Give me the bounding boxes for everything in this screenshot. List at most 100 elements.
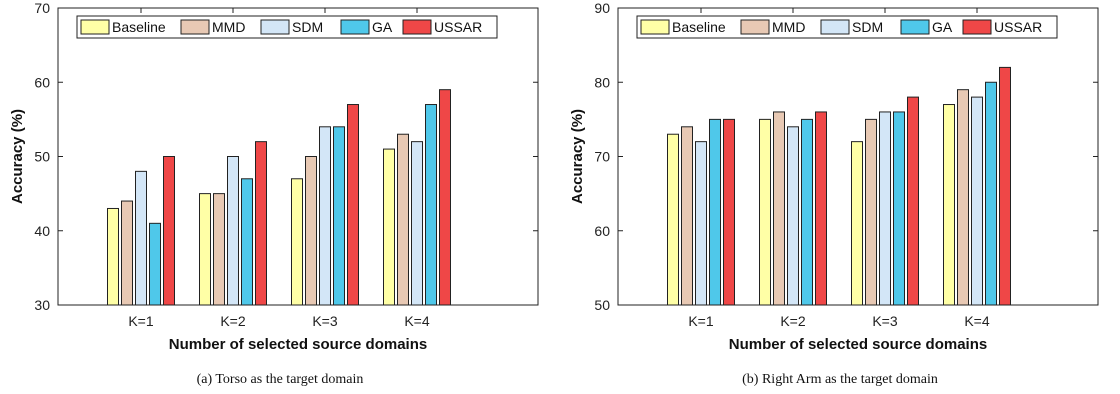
- legend-item-ga: GA: [340, 19, 393, 35]
- legend-item-sdm: SDM: [820, 19, 883, 35]
- legend-swatch: [640, 19, 670, 35]
- bar-ussar-k3: [907, 96, 919, 306]
- chart-torso: 30 40 50 60 70 K=1 K=2 K=3 K=4 Number of selected…: [9, 0, 539, 353]
- bar-ga-k4: [985, 81, 997, 306]
- bar-ussar-k3: [347, 104, 359, 306]
- legend-swatch: [900, 19, 930, 35]
- bar-mmd-k3: [865, 118, 877, 306]
- legend-label: GA: [372, 19, 393, 35]
- y-tick-label: 50: [594, 297, 610, 313]
- y-tick-label: 80: [594, 74, 610, 90]
- legend-swatch: [402, 19, 432, 35]
- bar-ga-k2: [241, 178, 253, 306]
- x-tick-label: K=2: [220, 313, 246, 329]
- chart-caption: (a) Torso as the target domain: [196, 372, 364, 387]
- bar-ga-k4: [425, 104, 437, 306]
- legend-label: USSAR: [434, 19, 482, 35]
- bar-sdm-k4: [411, 141, 423, 306]
- legend-swatch: [820, 19, 850, 35]
- bar-mmd-k4: [957, 89, 969, 306]
- bar-sdm-k3: [319, 126, 331, 306]
- legend-item-mmd: MMD: [740, 19, 805, 35]
- x-tick-label: K=1: [128, 313, 154, 329]
- legend-swatch: [80, 19, 110, 35]
- legend-swatch: [180, 19, 210, 35]
- bar-sdm-k1: [135, 170, 147, 306]
- x-tick-label: K=2: [780, 313, 806, 329]
- legend-label: GA: [932, 19, 953, 35]
- bar-sdm-k1: [695, 141, 707, 306]
- legend-label: USSAR: [994, 19, 1042, 35]
- bar-mmd-k2: [773, 111, 785, 306]
- chart-caption: (b) Right Arm as the target domain: [742, 372, 938, 387]
- chart-panel-right-arm: 50 60 70 80 90 K=1 K=2 K=3 K=4 Number of selected…: [560, 0, 1120, 394]
- legend-label: SDM: [292, 19, 323, 35]
- y-tick-label: 60: [34, 74, 50, 90]
- bar-baseline-k2: [199, 193, 211, 306]
- bar-mmd-k2: [213, 193, 225, 306]
- bar-ussar-k4: [439, 89, 451, 306]
- legend-label: MMD: [772, 19, 805, 35]
- bar-sdm-k3: [879, 111, 891, 306]
- legend-label: Baseline: [672, 19, 726, 35]
- legend-label: SDM: [852, 19, 883, 35]
- bar-ussar-k4: [999, 66, 1011, 306]
- legend-item-mmd: MMD: [180, 19, 245, 35]
- bar-baseline-k4: [943, 104, 955, 306]
- chart-right-arm: 50 60 70 80 90 K=1 K=2 K=3 K=4 Number of selected…: [569, 0, 1099, 353]
- legend-swatch: [740, 19, 770, 35]
- bar-ga-k3: [333, 126, 345, 306]
- bar-baseline-k2: [759, 118, 771, 306]
- bar-sdm-k2: [787, 126, 799, 306]
- bar-ussar-k1: [723, 118, 735, 306]
- x-tick-label: K=1: [688, 313, 714, 329]
- bar-mmd-k1: [121, 200, 133, 306]
- bar-baseline-k3: [291, 178, 303, 306]
- legend-item-baseline: Baseline: [640, 19, 726, 35]
- bar-ga-k1: [149, 222, 161, 306]
- legend-item-ussar: USSAR: [962, 19, 1042, 35]
- y-tick-label: 70: [34, 0, 50, 16]
- x-tick-label: K=3: [872, 313, 898, 329]
- y-tick-label: 40: [34, 223, 50, 239]
- bar-sdm-k2: [227, 156, 239, 306]
- bar-baseline-k4: [383, 148, 395, 306]
- legend: Baseline MMD SDM GA USSAR: [636, 15, 1058, 39]
- legend-label: Baseline: [112, 19, 166, 35]
- bar-ga-k1: [709, 118, 721, 306]
- legend-swatch: [340, 19, 370, 35]
- x-tick-label: K=4: [404, 313, 430, 329]
- bar-ussar-k2: [255, 141, 267, 306]
- legend-item-ussar: USSAR: [402, 19, 482, 35]
- y-tick-label: 90: [594, 0, 610, 16]
- bar-mmd-k1: [681, 126, 693, 306]
- y-tick-label: 70: [594, 149, 610, 165]
- y-tick-label: 50: [34, 149, 50, 165]
- x-tick-label: K=3: [312, 313, 338, 329]
- legend-swatch: [962, 19, 992, 35]
- legend-swatch: [260, 19, 290, 35]
- legend: Baseline MMD SDM GA USSAR: [76, 15, 498, 39]
- bar-ussar-k1: [163, 156, 175, 306]
- legend-item-ga: GA: [900, 19, 953, 35]
- bar-ussar-k2: [815, 111, 827, 306]
- chart-panel-torso: 30 40 50 60 70 K=1 K=2 K=3 K=4 Number of selected…: [9, 0, 539, 387]
- y-axis-label: Accuracy (%): [569, 109, 586, 204]
- bar-ga-k3: [893, 111, 905, 306]
- x-axis-label: Number of selected source domains: [169, 336, 427, 353]
- bar-mmd-k4: [397, 133, 409, 306]
- y-tick-label: 60: [594, 223, 610, 239]
- legend-item-baseline: Baseline: [80, 19, 166, 35]
- y-axis-label: Accuracy (%): [9, 109, 26, 204]
- legend-item-sdm: SDM: [260, 19, 323, 35]
- bar-ga-k2: [801, 118, 813, 306]
- bar-sdm-k4: [971, 96, 983, 306]
- legend-label: MMD: [212, 19, 245, 35]
- x-axis-label: Number of selected source domains: [729, 336, 987, 353]
- bar-mmd-k3: [305, 156, 317, 306]
- bar-baseline-k3: [851, 141, 863, 306]
- bar-baseline-k1: [107, 207, 119, 306]
- x-tick-label: K=4: [964, 313, 990, 329]
- y-tick-label: 30: [34, 297, 50, 313]
- bar-baseline-k1: [667, 133, 679, 306]
